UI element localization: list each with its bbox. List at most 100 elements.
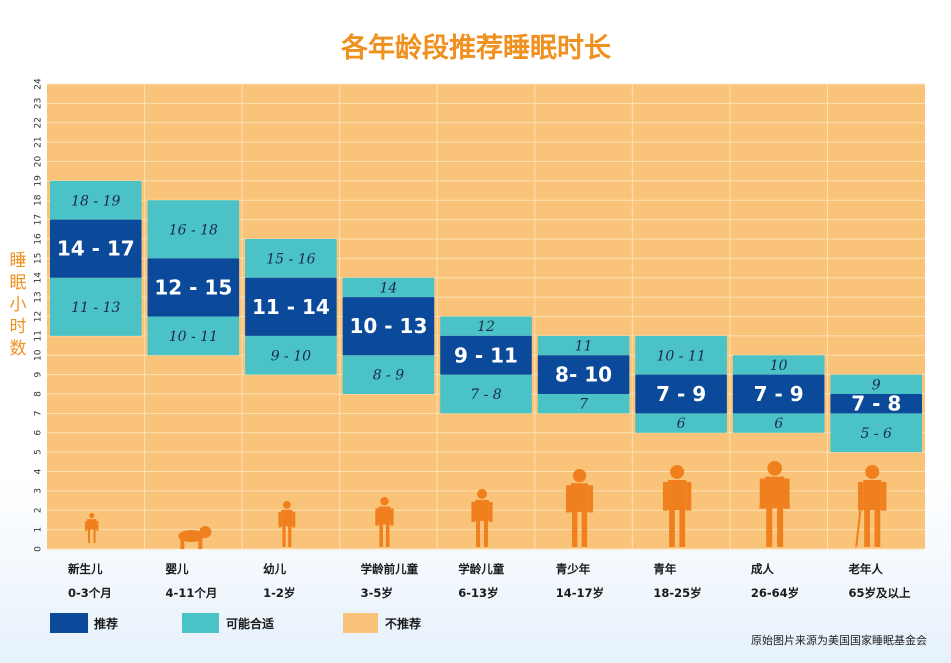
source-note: 原始图片来源为美国国家睡眠基金会 (751, 633, 927, 647)
category-age-4: 6-13岁 (458, 586, 498, 600)
torso (475, 499, 489, 521)
acceptable-upper-label-3: 14 (380, 280, 398, 296)
y-tick-label-7: 7 (34, 411, 44, 417)
left-leg (379, 522, 383, 547)
torso (378, 506, 391, 525)
right-leg (874, 508, 881, 547)
y-tick-label-9: 9 (34, 371, 44, 377)
acceptable-lower-band-3 (342, 355, 435, 394)
right-leg (93, 527, 96, 543)
acceptable-lower-label-8: 5 - 6 (860, 426, 892, 442)
right-arm (292, 511, 296, 528)
y-tick-label-21: 21 (34, 136, 44, 147)
recommended-label-8: 7 - 8 (851, 392, 901, 416)
teenager-silhouette (566, 469, 594, 547)
y-axis-label-char-0: 睡 (10, 251, 27, 271)
left-arm (566, 485, 571, 513)
head (670, 465, 685, 479)
category-age-5: 14-17岁 (556, 586, 604, 600)
category-age-8: 65岁及以上 (848, 586, 911, 600)
acceptable-upper-band-0 (50, 180, 142, 220)
torso (86, 519, 97, 530)
y-tick-label-18: 18 (34, 194, 44, 206)
head (89, 513, 95, 519)
recommended-label-4: 9 - 11 (454, 343, 518, 367)
leg (180, 539, 185, 549)
left-leg (476, 518, 481, 547)
category-age-0: 0-3个月 (68, 586, 112, 600)
acceptable-upper-band-5 (537, 335, 630, 356)
school-child-silhouette (471, 489, 493, 547)
head (572, 469, 587, 483)
category-name-5: 青少年 (556, 562, 591, 576)
recommended-label-2: 11 - 14 (252, 295, 330, 319)
category-name-6: 青年 (653, 562, 676, 576)
recommended-band-6 (635, 374, 727, 414)
category-name-4: 学龄儿童 (458, 562, 504, 576)
right-leg (385, 522, 390, 547)
head (380, 497, 389, 506)
y-tick-label-16: 16 (34, 233, 44, 245)
recommended-band-8 (830, 394, 922, 414)
recommended-band-5 (537, 355, 630, 394)
acceptable-lower-band-6 (635, 413, 727, 433)
acceptable-upper-label-4: 12 (477, 319, 495, 335)
left-leg (864, 508, 870, 547)
category-name-2: 幼儿 (263, 562, 286, 576)
y-tick-label-0: 0 (34, 546, 44, 552)
right-arm (881, 481, 887, 511)
category-name-8: 老年人 (847, 562, 883, 576)
acceptable-lower-band-2 (245, 335, 337, 375)
y-tick-label-23: 23 (34, 98, 44, 109)
right-arm (588, 485, 594, 513)
y-tick-label-12: 12 (34, 311, 44, 322)
recommended-band-0 (50, 219, 142, 278)
left-arm (85, 521, 87, 531)
right-leg (581, 509, 588, 547)
category-name-7: 成人 (751, 562, 774, 576)
right-arm (96, 521, 99, 531)
y-tick-label-5: 5 (34, 449, 44, 455)
acceptable-upper-label-2: 15 - 16 (266, 251, 315, 267)
y-tick-label-19: 19 (34, 175, 44, 187)
y-tick-label-14: 14 (34, 272, 44, 284)
band-group-2: 11 - 14 15 - 16 9 - 10 (245, 239, 337, 375)
category-name-3: 学龄前儿童 (361, 562, 419, 576)
legend: 推荐 可能合适 不推荐 (50, 613, 421, 633)
bands: 14 - 17 18 - 19 11 - 13 12 - 15 16 - 18 10 - … (50, 180, 922, 453)
acceptable-lower-label-7: 6 (774, 416, 783, 432)
legend-label-2: 不推荐 (385, 616, 421, 631)
acceptable-upper-label-5: 11 (575, 339, 593, 355)
recommended-label-0: 14 - 17 (57, 237, 135, 261)
category-name-0: 新生儿 (68, 562, 103, 576)
band-group-3: 10 - 13 14 8 - 9 (342, 277, 435, 394)
acceptable-lower-label-4: 7 - 8 (470, 387, 502, 403)
acceptable-upper-band-1 (147, 200, 240, 259)
category-name-1: 婴儿 (166, 562, 189, 576)
band-group-7: 7 - 9 10 6 (732, 355, 825, 433)
left-arm (375, 508, 379, 526)
legend-label-1: 可能合适 (226, 616, 274, 631)
recommended-label-1: 12 - 15 (154, 275, 232, 299)
left-leg (571, 509, 578, 547)
left-arm (662, 481, 669, 511)
legend-swatch-1 (182, 613, 219, 633)
y-tick-label-13: 13 (34, 291, 44, 302)
left-leg (87, 527, 91, 543)
y-axis-label-char-3: 时 (10, 317, 27, 337)
y-tick-label-22: 22 (34, 117, 44, 128)
y-axis-label-char-1: 眠 (10, 273, 27, 293)
right-leg (483, 518, 488, 547)
head (767, 461, 782, 476)
torso (281, 509, 293, 527)
band-group-8: 7 - 89 5 - 6 (830, 374, 922, 453)
acceptable-lower-band-0 (50, 277, 142, 336)
recommended-band-3 (342, 297, 435, 356)
category-age-3: 3-5岁 (361, 586, 393, 600)
acceptable-lower-band-7 (732, 413, 825, 433)
band-group-0: 14 - 17 18 - 19 11 - 13 (50, 180, 142, 336)
cane (855, 510, 862, 548)
y-tick-label-20: 20 (34, 156, 44, 168)
recommended-band-2 (245, 277, 337, 336)
